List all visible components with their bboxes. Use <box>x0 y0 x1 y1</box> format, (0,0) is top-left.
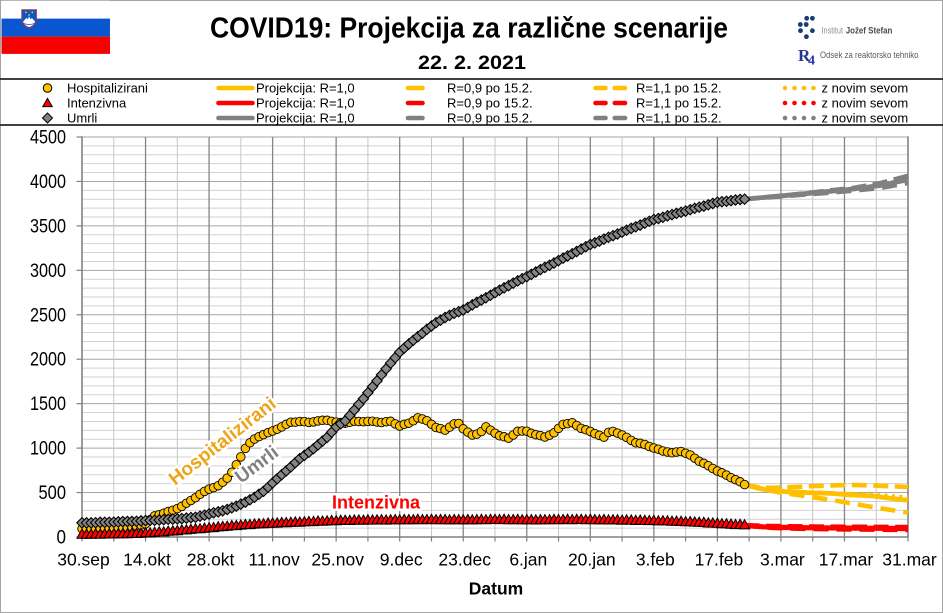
svg-text:z novim sevom: z novim sevom <box>822 96 909 111</box>
svg-text:4500: 4500 <box>30 128 66 149</box>
svg-text:3.mar: 3.mar <box>760 550 805 570</box>
svg-text:R=1,1 po 15.2.: R=1,1 po 15.2. <box>636 111 722 126</box>
svg-text:COVID19: Projekcija za različn: COVID19: Projekcija za različne scenarij… <box>210 13 728 45</box>
svg-text:Hospitalizirani: Hospitalizirani <box>67 81 148 96</box>
svg-text:30.sep: 30.sep <box>57 550 110 570</box>
svg-text:Projekcija: R=1,0: Projekcija: R=1,0 <box>256 81 355 96</box>
svg-text:Intenzivna: Intenzivna <box>67 96 127 111</box>
svg-text:Institut: Institut <box>822 26 844 37</box>
svg-text:11.nov: 11.nov <box>248 550 299 570</box>
svg-text:Projekcija: R=1,0: Projekcija: R=1,0 <box>256 96 355 111</box>
svg-text:2500: 2500 <box>30 305 66 326</box>
svg-text:1500: 1500 <box>30 394 66 415</box>
svg-text:R=0,9 po 15.2.: R=0,9 po 15.2. <box>447 111 533 126</box>
svg-text:17.mar: 17.mar <box>819 550 874 570</box>
svg-text:3000: 3000 <box>30 261 66 282</box>
svg-text:4000: 4000 <box>30 172 66 193</box>
svg-text:20.jan: 20.jan <box>568 550 616 570</box>
svg-text:0: 0 <box>57 528 67 549</box>
svg-text:14.okt: 14.okt <box>123 550 171 570</box>
svg-text:Jožef Stefan: Jožef Stefan <box>846 26 893 37</box>
svg-text:6.jan: 6.jan <box>509 550 547 570</box>
svg-text:2000: 2000 <box>30 350 66 371</box>
svg-text:z novim sevom: z novim sevom <box>822 111 909 126</box>
svg-text:23.dec: 23.dec <box>438 550 491 570</box>
svg-text:22. 2. 2021: 22. 2. 2021 <box>418 53 526 74</box>
svg-text:Odsek za reaktorsko tehniko: Odsek za reaktorsko tehniko <box>820 50 919 61</box>
svg-text:500: 500 <box>39 483 67 504</box>
svg-text:25.nov: 25.nov <box>311 550 364 570</box>
svg-text:Intenzivna: Intenzivna <box>332 493 421 513</box>
svg-text:1000: 1000 <box>30 439 66 460</box>
svg-text:R=0,9 po 15.2.: R=0,9 po 15.2. <box>447 81 533 96</box>
svg-text:9.dec: 9.dec <box>380 550 423 570</box>
svg-text:R=1,1 po 15.2.: R=1,1 po 15.2. <box>636 96 722 111</box>
svg-text:3.feb: 3.feb <box>636 550 675 570</box>
svg-text:Projekcija: R=1,0: Projekcija: R=1,0 <box>256 111 355 126</box>
svg-text:4: 4 <box>808 54 815 69</box>
svg-text:28.okt: 28.okt <box>187 550 235 570</box>
svg-text:R=0,9 po 15.2.: R=0,9 po 15.2. <box>447 96 533 111</box>
svg-text:Umrli: Umrli <box>67 111 97 126</box>
svg-text:31.mar: 31.mar <box>882 550 937 570</box>
svg-text:R=1,1 po 15.2.: R=1,1 po 15.2. <box>636 81 722 96</box>
svg-text:R: R <box>798 46 811 65</box>
svg-text:17.feb: 17.feb <box>695 550 744 570</box>
svg-text:z novim sevom: z novim sevom <box>822 81 909 96</box>
svg-text:3500: 3500 <box>30 216 66 237</box>
svg-text:Datum: Datum <box>469 579 523 599</box>
